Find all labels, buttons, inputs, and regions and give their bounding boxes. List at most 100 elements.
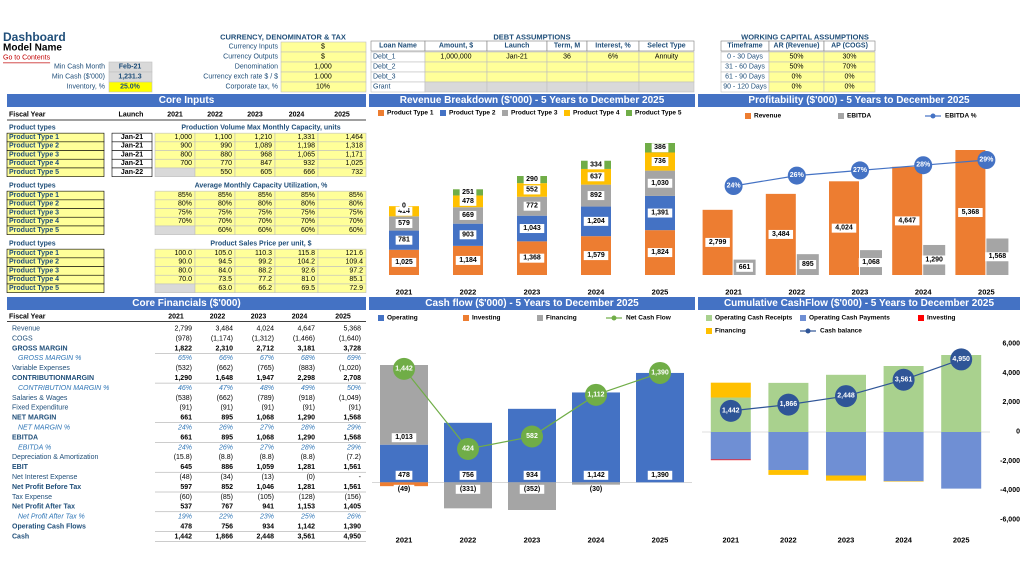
section-heading: Average Monthly Capacity Utilization, % [195,183,329,190]
input-value: 900 [180,143,192,150]
data-label: 895 [802,261,814,268]
bar [941,432,982,489]
input-cell [424,71,488,83]
row-value: (105) [258,494,274,501]
input-value: 80% [218,201,232,208]
input-cell [546,61,588,73]
label-box [399,201,409,211]
input-cell [638,61,695,73]
label-box [985,252,1010,262]
data-label: 1,290 [925,256,943,263]
row-value: (1,020) [339,365,361,372]
data-label: 903 [462,231,474,238]
input-value: 60% [258,227,272,234]
label-box [519,253,545,263]
row-value: (918) [299,395,315,402]
label-box [647,178,673,188]
legend-label: Financing [715,328,746,335]
label-box [459,230,477,240]
row-value: (156) [345,494,361,501]
label-box [858,258,884,268]
row-value: 47% [219,385,233,392]
row-value: (91) [180,405,192,412]
legend-swatch [918,315,924,321]
legend-swatch [378,110,384,116]
bar [826,475,866,481]
line-point [719,399,742,422]
table-header: 2023 [251,314,267,321]
section-title: Cash flow ($'000) - 5 Years to December … [425,298,639,309]
table-header: 2022 [207,112,223,119]
data-label: 4,647 [898,217,916,224]
data-label: 1,025 [395,259,413,266]
currency-label: Currency Inputs [229,44,279,51]
launch-value: Jan-21 [121,134,143,141]
product-name: Product Type 1 [9,250,59,257]
input-value: 70% [349,218,363,225]
input-value: 70% [301,218,315,225]
input-value: 104.2 [297,259,315,266]
currency-label: Currency exch rate $ / $ [203,74,278,81]
row-value: (60) [180,494,192,501]
wc-header: AP (COGS) [831,43,868,50]
line-point [835,385,857,408]
input-cell [638,81,695,93]
product-cell [6,283,105,293]
y-tick-label: 4,000 [1002,370,1020,377]
input-cell [586,61,640,73]
data-label: 251 [462,189,474,196]
row-value: 50% [347,385,361,392]
row-value: 1,648 [215,375,233,382]
label-box [585,484,607,494]
product-name: Product Type 2 [9,259,59,266]
x-tick-label: 2022 [460,288,477,297]
data-label: 4,950 [952,356,970,363]
row-value: 886 [221,464,233,471]
product-name: Product Type 1 [9,134,59,141]
data-label: (331) [460,486,476,493]
row-value: 2,712 [256,345,274,352]
row-label: Operating Cash Flows [12,524,86,531]
row-value: 29% [346,444,361,451]
data-label: 1,142 [587,472,605,479]
data-label: 892 [590,192,602,199]
legend-label: Product Type 2 [449,110,496,117]
bar [380,482,428,487]
row-value: 1,290 [174,375,192,382]
row-value: 756 [221,524,233,531]
data-label: 29% [979,157,994,164]
wc-cell: 90 - 120 Days [723,84,767,91]
row-label: Depreciation & Amortization [12,454,98,461]
bar [768,432,809,471]
bar [636,372,684,483]
section-title: Profitability ($'000) - 5 Years to Decem… [748,95,970,106]
line-point [585,383,607,406]
y-tick-label: -6,000 [1000,517,1020,524]
row-label: EBITDA % [18,444,51,451]
label-box [958,208,983,217]
product-name: Product Type 4 [9,160,59,167]
data-label: 27% [853,167,868,174]
data-label: 26% [790,172,805,179]
legend-label: EBITDA [847,113,872,120]
row-value: 478 [180,524,192,531]
legend-swatch [706,315,712,321]
section-heading: Product Sales Price per unit, $ [210,241,311,248]
summary-label: Inventory, % [67,84,105,91]
input-value: 97.2 [349,267,363,274]
section-title: Core Inputs [159,95,215,106]
input-value: 1,331 [297,134,315,141]
contents-link[interactable]: Go to Contents [3,55,51,62]
input-value: 70% [218,218,232,225]
row-label: Net Profit After Tax [12,504,75,511]
product-name: Product Type 5 [9,285,59,292]
row-value: 27% [259,444,274,451]
row-value: 26% [218,425,233,432]
label-box [651,157,669,167]
row-label: Salaries & Wages [12,395,68,402]
row-value: (662) [217,395,233,402]
data-label: 1,579 [587,252,605,259]
legend-label: Product Type 1 [387,110,434,117]
row-value: 1,405 [343,504,361,511]
row-value: 22% [218,514,233,521]
